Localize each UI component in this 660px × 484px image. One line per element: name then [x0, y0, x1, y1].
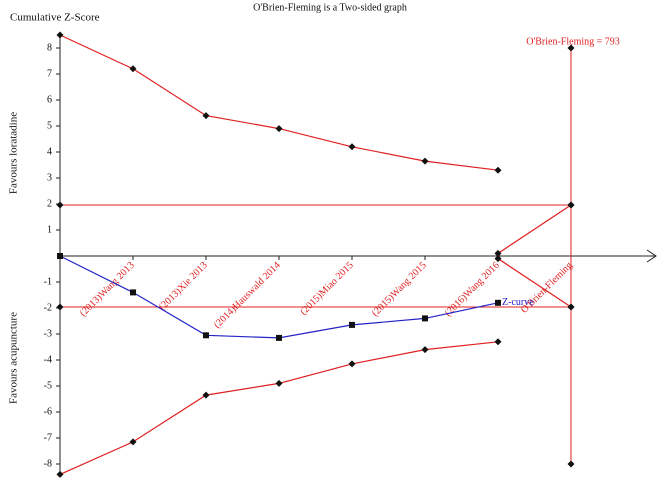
- point: [56, 303, 64, 311]
- upper-label: Favours loratadine: [8, 112, 20, 194]
- point: [495, 299, 501, 306]
- point: [348, 143, 356, 151]
- point: [130, 289, 136, 296]
- series-line: [497, 204, 572, 254]
- point: [57, 253, 63, 259]
- point: [348, 360, 356, 368]
- y-tick-label: -3: [44, 328, 52, 339]
- y-tick-label: -2: [44, 302, 52, 313]
- lower-label: Favours acupuncture: [8, 312, 20, 404]
- chart-title: O'Brien-Fleming is a Two-sided graph: [253, 2, 407, 13]
- y-tick-label: 5: [47, 120, 52, 131]
- point: [276, 334, 282, 341]
- y-tick-label: 2: [47, 198, 52, 209]
- y-tick-label: -5: [44, 380, 52, 391]
- x-tick-label: (2016)Wang 2016: [443, 260, 502, 319]
- series-line: [59, 34, 499, 171]
- y-tick-label: 7: [47, 68, 52, 79]
- y-tick-label: -4: [44, 354, 52, 365]
- series-line: [497, 258, 572, 308]
- y-tick-label: -6: [44, 406, 52, 417]
- y-tick-label: 1: [47, 224, 52, 235]
- ris-label: O'Brien-Fleming = 793: [526, 36, 620, 47]
- y-tick-label: -1: [44, 276, 52, 287]
- point: [421, 346, 429, 354]
- point: [421, 157, 429, 165]
- point: [275, 125, 283, 133]
- point: [56, 201, 64, 209]
- series-line: [59, 341, 499, 475]
- x-tick-label: (2015)Wang 2015: [370, 260, 429, 319]
- point: [129, 438, 137, 446]
- x-tick-label: (2013)Xie 2013: [157, 260, 210, 313]
- point: [56, 31, 64, 39]
- y-tick-label: -7: [44, 432, 52, 443]
- point: [202, 391, 210, 399]
- point: [567, 460, 575, 468]
- point: [349, 321, 355, 328]
- y-tick-label: -8: [44, 458, 52, 469]
- point: [567, 201, 575, 209]
- point: [202, 112, 210, 120]
- point: [494, 166, 502, 174]
- point: [494, 338, 502, 346]
- y-tick-label: 8: [47, 42, 52, 53]
- point: [203, 332, 209, 339]
- point: [56, 470, 64, 478]
- point: [567, 44, 575, 52]
- y-axis-title: Cumulative Z-Score: [10, 12, 100, 24]
- point: [129, 65, 137, 73]
- y-tick-label: 4: [47, 146, 52, 157]
- point: [422, 315, 428, 322]
- point: [275, 379, 283, 387]
- series-label: Z-curve: [502, 297, 534, 308]
- y-tick-label: 3: [47, 172, 52, 183]
- x-axis-arrow: [646, 249, 657, 263]
- point: [567, 303, 575, 311]
- point: [494, 249, 502, 257]
- x-tick-label: (2015)Miao 2015: [298, 260, 355, 317]
- x-tick-label: (2014)Hauswald 2014: [212, 260, 283, 331]
- y-tick-label: 6: [47, 94, 52, 105]
- point: [494, 255, 502, 263]
